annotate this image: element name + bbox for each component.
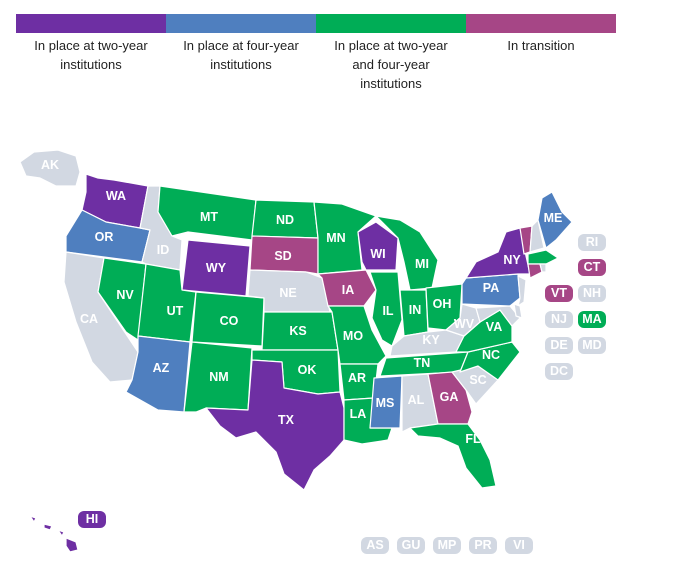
legend-label-both: In place at two-year and four-year insti… [334,38,448,91]
legend-label-transition: In transition [507,38,575,53]
state-label-nc: NC [482,348,500,362]
state-label-ok: OK [298,363,317,377]
chip-ma[interactable]: MA [578,311,606,328]
state-me[interactable] [537,191,573,249]
state-md[interactable] [475,305,521,327]
state-ms[interactable] [369,375,403,429]
state-hi[interactable] [29,515,79,553]
state-label-fl: FL [465,432,481,446]
state-nh[interactable] [529,219,545,253]
state-label-ak: AK [41,158,59,172]
state-label-nv: NV [116,288,134,302]
state-sd[interactable] [249,235,319,275]
state-label-wy: WY [206,261,227,275]
state-ak[interactable] [19,149,81,187]
state-label-nd: ND [276,213,294,227]
legend-swatch-both [316,14,466,33]
state-label-ms: MS [376,396,395,410]
state-label-sd: SD [274,249,291,263]
chip-vi[interactable]: VI [505,537,533,554]
state-fl[interactable] [409,423,497,489]
state-nv[interactable] [97,257,147,341]
state-label-wi: WI [370,247,385,261]
state-ma[interactable] [527,249,559,265]
state-label-mi: MI [415,257,429,271]
chip-de[interactable]: DE [545,337,573,354]
state-label-in: IN [409,303,422,317]
state-nj[interactable] [517,275,527,307]
state-label-ky: KY [422,333,440,347]
state-label-nm: NM [209,370,228,384]
legend-swatch-two-year [16,14,166,33]
state-label-wv: WV [454,317,475,331]
chip-as[interactable]: AS [361,537,389,554]
state-label-il: IL [382,304,393,318]
state-label-mt: MT [200,210,218,224]
state-label-wa: WA [106,189,126,203]
state-il[interactable] [369,271,403,347]
chip-dc[interactable]: DC [545,363,573,380]
chip-pr[interactable]: PR [469,537,497,554]
legend-item-two-year: In place at two-year institutions [16,14,166,93]
state-ct[interactable] [527,263,543,279]
legend-label-four-year: In place at four-year institutions [183,38,299,72]
state-label-ny: NY [503,253,521,267]
legend: In place at two-year institutions In pla… [16,14,616,93]
chip-hi[interactable]: HI [78,511,106,528]
state-label-or: OR [95,230,114,244]
state-label-la: LA [350,407,367,421]
chip-nh[interactable]: NH [578,285,606,302]
legend-item-four-year: In place at four-year institutions [166,14,316,93]
state-label-mn: MN [326,231,345,245]
state-label-ia: IA [342,283,355,297]
legend-label-two-year: In place at two-year institutions [34,38,148,72]
state-wi[interactable] [357,221,399,271]
state-ri[interactable] [539,263,547,273]
state-label-al: AL [408,393,425,407]
state-label-tx: TX [278,413,295,427]
state-label-oh: OH [433,297,452,311]
state-label-va: VA [486,320,502,334]
legend-swatch-four-year [166,14,316,33]
state-label-ne: NE [279,286,296,300]
state-label-ut: UT [167,304,184,318]
chip-md[interactable]: MD [578,337,606,354]
chip-gu[interactable]: GU [397,537,425,554]
chip-nj[interactable]: NJ [545,311,573,328]
state-az[interactable] [125,335,191,413]
chip-vt[interactable]: VT [545,285,573,302]
state-label-sc: SC [469,373,486,387]
state-label-pa: PA [483,281,499,295]
state-label-tn: TN [414,356,431,370]
state-de[interactable] [513,303,523,319]
state-label-id: ID [157,243,170,257]
state-label-ga: GA [440,390,459,404]
state-label-me: ME [544,211,563,225]
chip-mp[interactable]: MP [433,537,461,554]
state-label-ca: CA [80,312,98,326]
state-tx[interactable] [205,359,345,491]
chip-ct[interactable]: CT [578,259,606,276]
state-label-ar: AR [348,371,366,385]
state-label-mo: MO [343,329,363,343]
state-label-az: AZ [153,361,170,375]
state-label-ks: KS [289,324,306,338]
chip-ri[interactable]: RI [578,234,606,251]
state-label-co: CO [220,314,239,328]
legend-item-transition: In transition [466,14,616,93]
legend-swatch-transition [466,14,616,33]
legend-item-both: In place at two-year and four-year insti… [316,14,466,93]
